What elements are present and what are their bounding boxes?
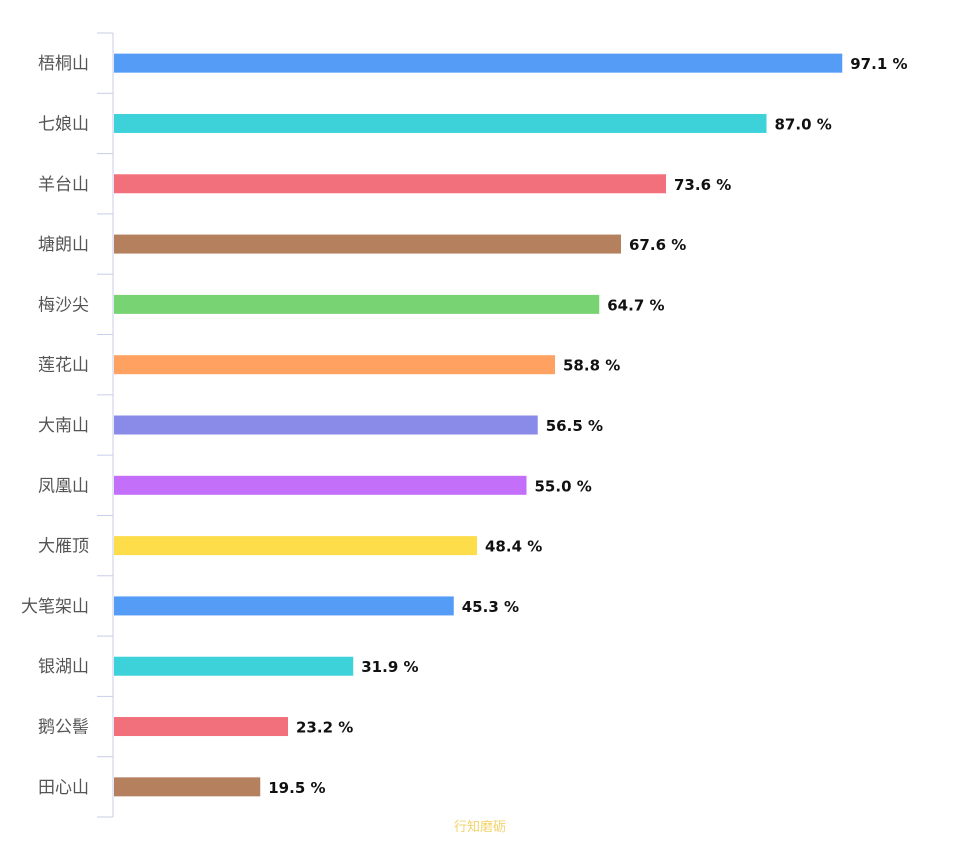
category-label: 梧桐山: [38, 54, 89, 74]
value-label: 58.8 %: [563, 357, 620, 375]
bar: [114, 234, 621, 254]
y-axis: [97, 32, 114, 818]
category-label: 大雁顶: [38, 537, 89, 557]
category-label: 凤凰山: [38, 476, 89, 496]
bar: [114, 475, 527, 495]
category-label: 鹅公髻: [38, 717, 89, 738]
bars: [114, 53, 843, 797]
category-label: 大笔架山: [21, 597, 89, 617]
value-label: 48.4 %: [485, 538, 542, 556]
watermark-text: 行知磨砺: [453, 820, 506, 835]
value-label: 56.5 %: [546, 417, 603, 435]
value-label: 31.9 %: [361, 658, 418, 676]
bar: [114, 777, 261, 797]
bar: [114, 174, 666, 194]
bar: [114, 113, 767, 133]
bar: [114, 355, 555, 375]
category-label: 大南山: [38, 416, 89, 436]
value-label: 19.5 %: [268, 779, 325, 797]
category-label: 七娘山: [38, 114, 89, 134]
bar: [114, 536, 477, 556]
category-label: 塘朗山: [38, 235, 89, 255]
category-label: 莲花山: [38, 356, 89, 376]
bar: [114, 596, 454, 616]
bar: [114, 53, 843, 73]
value-label: 45.3 %: [462, 598, 519, 616]
value-label: 64.7 %: [607, 296, 664, 314]
category-label: 银湖山: [38, 657, 89, 677]
bar: [114, 656, 354, 676]
value-labels: 97.1 % 87.0 % 73.6 % 67.6 % 64.7 % 58.8 % 56.5…: [268, 55, 907, 797]
value-label: 97.1 %: [850, 55, 907, 73]
value-label: 67.6 %: [629, 236, 686, 254]
category-label: 田心山: [38, 778, 89, 798]
category-label: 羊台山: [38, 175, 89, 195]
category-label: 梅沙尖: [38, 295, 89, 315]
value-label: 87.0 %: [775, 115, 832, 133]
value-label: 73.6 %: [674, 176, 731, 194]
value-label: 55.0 %: [535, 477, 592, 495]
bar: [114, 717, 288, 737]
value-label: 23.2 %: [296, 719, 353, 737]
bar: [114, 415, 538, 435]
bar: [114, 294, 600, 314]
